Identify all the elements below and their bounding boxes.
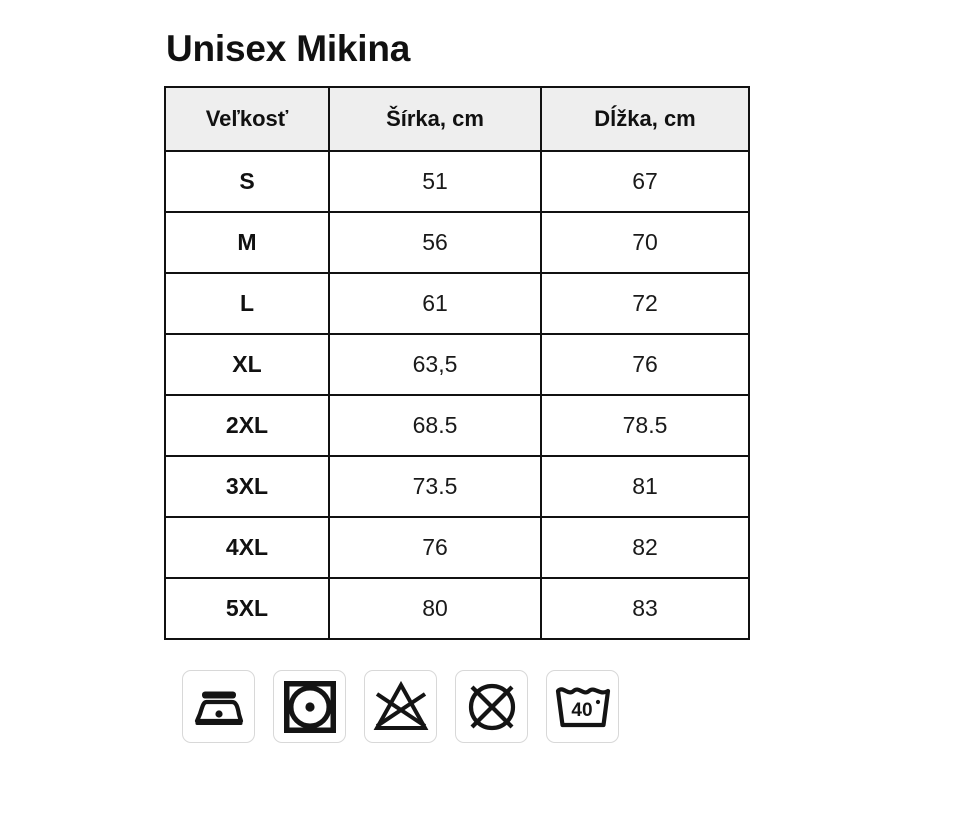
cell-length: 78.5 — [540, 394, 750, 457]
cell-width: 68.5 — [328, 394, 542, 457]
column-header-size: Veľkosť — [164, 86, 330, 152]
table-row: 4XL 76 82 — [164, 516, 750, 579]
do-not-bleach-icon — [364, 670, 437, 743]
cell-size: L — [164, 272, 330, 335]
cell-width: 76 — [328, 516, 542, 579]
wash-40-icon: 40 — [546, 670, 619, 743]
care-symbols-row: 40 — [182, 670, 619, 743]
table-row: M 56 70 — [164, 211, 750, 274]
page-title: Unisex Mikina — [166, 28, 411, 69]
cell-length: 82 — [540, 516, 750, 579]
cell-length: 83 — [540, 577, 750, 640]
cell-width: 56 — [328, 211, 542, 274]
size-chart-table: Veľkosť Šírka, cm Dĺžka, cm S 51 67 M 56… — [164, 86, 750, 640]
cell-length: 81 — [540, 455, 750, 518]
cell-size: 4XL — [164, 516, 330, 579]
table-row: S 51 67 — [164, 150, 750, 213]
cell-size: S — [164, 150, 330, 213]
table-row: XL 63,5 76 — [164, 333, 750, 396]
cell-length: 76 — [540, 333, 750, 396]
cell-width: 61 — [328, 272, 542, 335]
cell-width: 73.5 — [328, 455, 542, 518]
table-row: 5XL 80 83 — [164, 577, 750, 640]
cell-size: 2XL — [164, 394, 330, 457]
cell-size: 5XL — [164, 577, 330, 640]
table-row: L 61 72 — [164, 272, 750, 335]
cell-width: 80 — [328, 577, 542, 640]
do-not-dry-clean-icon — [455, 670, 528, 743]
iron-low-heat-icon — [182, 670, 255, 743]
cell-size: XL — [164, 333, 330, 396]
cell-width: 63,5 — [328, 333, 542, 396]
cell-length: 72 — [540, 272, 750, 335]
tumble-dry-icon — [273, 670, 346, 743]
column-header-length: Dĺžka, cm — [540, 86, 750, 152]
cell-width: 51 — [328, 150, 542, 213]
column-header-width: Šírka, cm — [328, 86, 542, 152]
wash-temperature-label: 40 — [571, 700, 592, 721]
cell-size: 3XL — [164, 455, 330, 518]
table-row: 2XL 68.5 78.5 — [164, 394, 750, 457]
table-row: 3XL 73.5 81 — [164, 455, 750, 518]
cell-length: 70 — [540, 211, 750, 274]
cell-size: M — [164, 211, 330, 274]
table-header-row: Veľkosť Šírka, cm Dĺžka, cm — [164, 86, 750, 152]
cell-length: 67 — [540, 150, 750, 213]
